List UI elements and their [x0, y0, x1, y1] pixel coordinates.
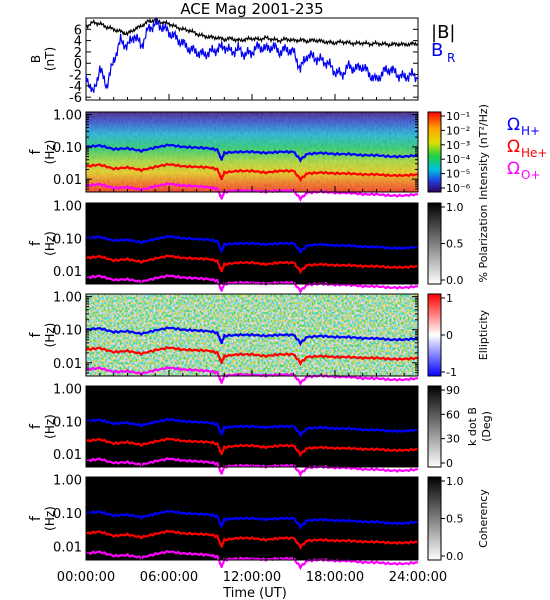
y-axis-label: B	[29, 55, 43, 63]
y-tick-label: 0.10	[53, 141, 82, 156]
y-tick-label: -6	[69, 91, 82, 106]
colorbar-tick-label: 0.0	[446, 550, 464, 563]
x-tick-label: 18:00:00	[306, 570, 364, 585]
x-axis-label: Time (UT)	[222, 586, 287, 600]
colorbar-tick-label: 0	[446, 457, 453, 470]
legend-b-r: B	[431, 40, 443, 61]
y-tick-label: 0.01	[53, 265, 82, 280]
gyrofrequency-label-sub-He: He+	[521, 146, 547, 160]
colorbar-coherency	[427, 476, 442, 561]
y-tick-label: 2	[74, 46, 82, 61]
legend-b-r-subscript: R	[447, 51, 455, 65]
y-axis-label: (Hz)	[43, 414, 57, 439]
y-tick-label: 1.00	[53, 109, 82, 124]
gyrofrequency-He-curve	[85, 162, 418, 183]
y-axis-label: (Hz)	[43, 506, 57, 531]
x-tick-label: 06:00:00	[140, 570, 198, 585]
colorbar-tick-label: 0.5	[446, 238, 464, 251]
series-line-b-mag	[85, 17, 419, 49]
gyrofrequency-H-curve	[85, 326, 418, 347]
gyrofrequency-O-curve	[85, 549, 418, 571]
y-axis-label: f	[28, 515, 44, 521]
colorbar-tick-label: 90	[446, 384, 460, 397]
y-axis-label: (nT)	[43, 47, 57, 71]
y-tick-label: 1.00	[53, 291, 82, 306]
colorbar-intensity	[427, 111, 442, 193]
colorbar-ellipticity	[427, 293, 442, 377]
gyrofrequency-H-curve	[85, 143, 419, 164]
y-tick-label: 0.01	[53, 448, 82, 463]
x-tick-label: 00:00:00	[57, 570, 115, 585]
panel-1-frame	[85, 17, 419, 101]
colorbar-tick-label: 10⁻¹	[446, 110, 470, 123]
y-tick-label: -4	[69, 80, 82, 95]
x-tick-label: 24:00:00	[389, 570, 447, 585]
legend-b-magnitude: |B|	[431, 22, 455, 43]
colorbar-label: Intensity (nT²/Hz)	[477, 104, 490, 200]
colorbar-tick-label: 10⁻³	[446, 139, 470, 152]
y-axis-label: f	[28, 331, 44, 337]
gyrofrequency-H-curve	[85, 234, 418, 255]
y-tick-label: 4	[74, 35, 82, 50]
gyrofrequency-O-curve	[85, 457, 418, 478]
gyrofrequency-label-sub-O: O+	[521, 168, 541, 182]
y-tick-label: 1.00	[53, 474, 82, 489]
colorbar-label: (Deg)	[480, 411, 493, 442]
y-tick-label: 0.10	[53, 507, 82, 522]
y-axis-label: f	[28, 240, 44, 246]
gyrofrequency-label-H: Ω	[507, 115, 520, 135]
gyrofrequency-He-curve	[85, 437, 418, 458]
colorbar-polarization	[427, 202, 442, 285]
x-tick-label: 12:00:00	[223, 570, 281, 585]
gyrofrequency-O-curve	[85, 274, 418, 295]
y-tick-label: 1.00	[53, 200, 82, 215]
gyrofrequency-O-curve	[85, 182, 418, 202]
gyrofrequency-H-curve	[85, 509, 418, 530]
y-tick-label: -2	[69, 69, 82, 84]
y-tick-label: 0.10	[53, 415, 82, 430]
gyrofrequency-label-He: Ω	[507, 137, 520, 157]
colorbar-tick-label: 10⁻⁴	[446, 153, 471, 166]
colorbar-tick-label: 30	[446, 433, 460, 446]
y-tick-label: 0.10	[53, 324, 82, 339]
colorbar-tick-label: 60	[446, 408, 460, 421]
colorbar-tick-label: 0.5	[446, 513, 464, 526]
gyrofrequency-label-sub-H: H+	[521, 124, 540, 138]
y-axis-label: f	[28, 423, 44, 429]
colorbar-tick-label: 0.0	[446, 274, 464, 287]
gyrofrequency-He-curve	[85, 345, 418, 367]
gyrofrequency-label-O: Ω	[507, 159, 520, 179]
colorbar-tick-label: 1.0	[446, 475, 464, 488]
colorbar-tick-label: 10⁻⁶	[446, 182, 471, 195]
y-tick-label: 0	[74, 57, 82, 72]
y-tick-label: 1.00	[53, 383, 82, 398]
colorbar-tick-label: 1.0	[446, 201, 464, 214]
colorbar-tick-label: 10⁻⁵	[446, 168, 470, 181]
gyrofrequency-He-curve	[85, 529, 419, 551]
y-axis-label: f	[28, 148, 44, 154]
colorbar-label: Ellipticity	[477, 309, 490, 360]
y-tick-label: 0.10	[53, 232, 82, 247]
colorbar-tick-label: 1	[446, 292, 453, 305]
colorbar-tick-label: 0	[446, 329, 453, 342]
colorbar-k-dot-b	[427, 385, 442, 468]
colorbar-tick-label: -1	[446, 366, 457, 379]
gyrofrequency-He-curve	[85, 254, 418, 275]
series-line-b-r	[85, 17, 419, 93]
y-axis-label: (Hz)	[43, 323, 57, 348]
y-tick-label: 0.01	[53, 173, 82, 188]
chart-title: ACE Mag 2001-235	[180, 0, 323, 18]
y-axis-label: (Hz)	[43, 140, 57, 165]
colorbar-label: k dot B	[466, 407, 479, 446]
y-tick-label: 6	[74, 23, 82, 38]
y-tick-label: 0.01	[53, 541, 82, 556]
colorbar-label: Coherency	[477, 489, 490, 548]
colorbar-tick-label: 10⁻²	[446, 124, 470, 137]
gyrofrequency-O-curve	[85, 365, 418, 387]
y-axis-label: (Hz)	[43, 231, 57, 256]
gyrofrequency-H-curve	[85, 417, 418, 438]
colorbar-label: % Polarization	[477, 205, 490, 283]
y-tick-label: 0.01	[53, 357, 82, 372]
